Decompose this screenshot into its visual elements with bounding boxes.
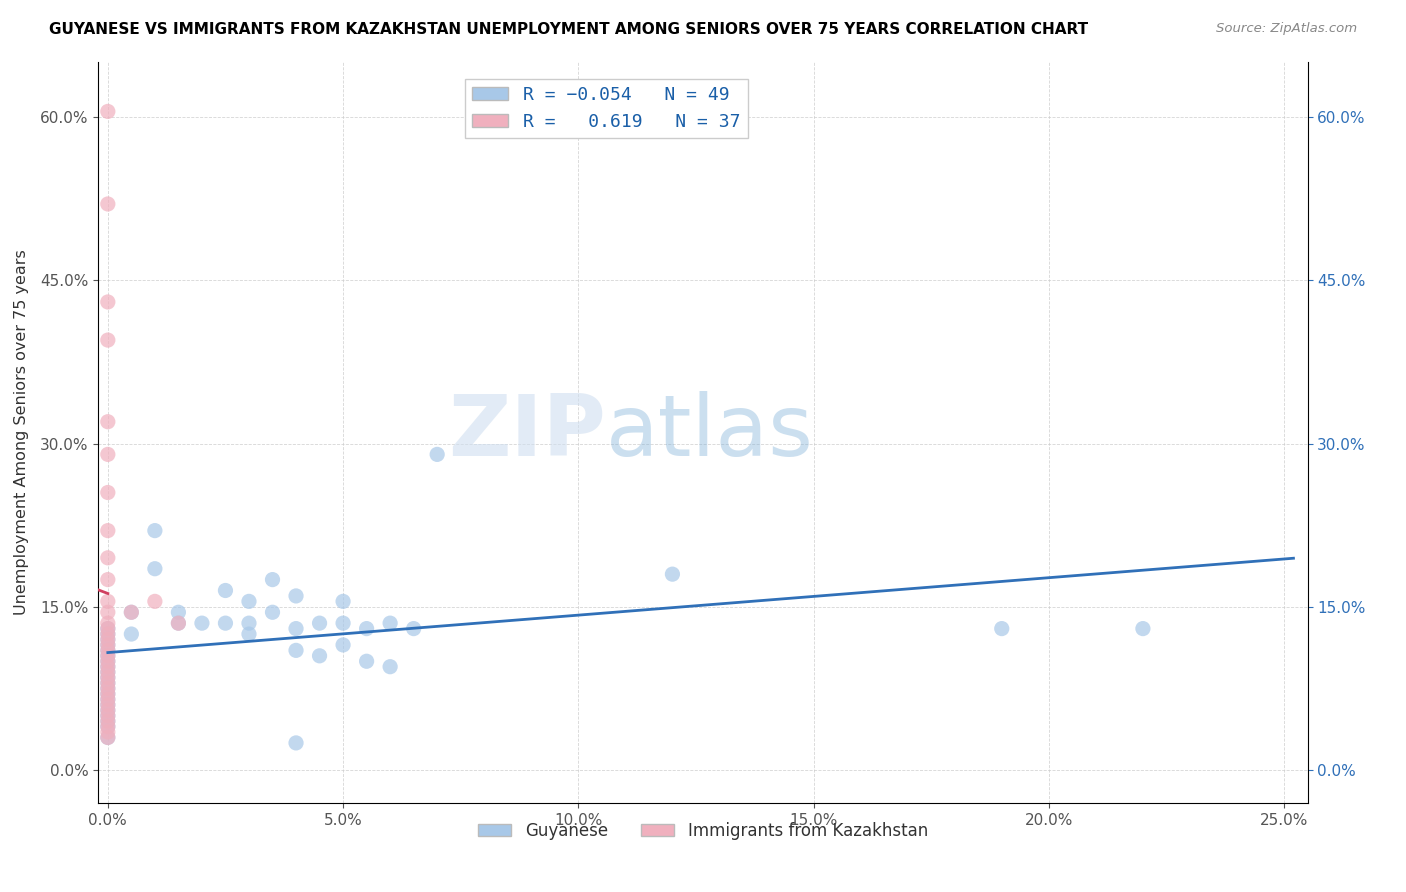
- Point: [167, 616, 190, 631]
- Point: [97, 676, 120, 690]
- Point: [97, 725, 120, 739]
- Point: [97, 681, 120, 696]
- Point: [97, 659, 120, 673]
- Point: [308, 648, 330, 663]
- Point: [262, 605, 284, 619]
- Point: [97, 698, 120, 712]
- Point: [356, 654, 378, 668]
- Text: atlas: atlas: [606, 391, 814, 475]
- Point: [1132, 622, 1154, 636]
- Point: [97, 681, 120, 696]
- Point: [97, 524, 120, 538]
- Point: [143, 524, 166, 538]
- Point: [332, 638, 354, 652]
- Point: [97, 703, 120, 717]
- Point: [285, 643, 308, 657]
- Point: [332, 616, 354, 631]
- Y-axis label: Unemployment Among Seniors over 75 years: Unemployment Among Seniors over 75 years: [14, 250, 30, 615]
- Point: [238, 616, 260, 631]
- Point: [97, 698, 120, 712]
- Point: [120, 627, 142, 641]
- Point: [97, 665, 120, 680]
- Point: [378, 616, 401, 631]
- Point: [97, 720, 120, 734]
- Point: [97, 714, 120, 728]
- Point: [97, 692, 120, 706]
- Point: [97, 687, 120, 701]
- Point: [97, 333, 120, 347]
- Point: [97, 731, 120, 745]
- Point: [97, 638, 120, 652]
- Point: [214, 583, 236, 598]
- Point: [167, 616, 190, 631]
- Point: [262, 573, 284, 587]
- Point: [97, 622, 120, 636]
- Point: [97, 616, 120, 631]
- Point: [97, 654, 120, 668]
- Point: [97, 447, 120, 461]
- Point: [285, 736, 308, 750]
- Point: [97, 594, 120, 608]
- Point: [143, 562, 166, 576]
- Point: [97, 197, 120, 211]
- Point: [97, 703, 120, 717]
- Point: [97, 654, 120, 668]
- Point: [308, 616, 330, 631]
- Point: [97, 622, 120, 636]
- Text: ZIP: ZIP: [449, 391, 606, 475]
- Point: [97, 714, 120, 728]
- Point: [97, 632, 120, 647]
- Point: [238, 594, 260, 608]
- Point: [97, 692, 120, 706]
- Point: [97, 573, 120, 587]
- Point: [214, 616, 236, 631]
- Point: [97, 104, 120, 119]
- Point: [97, 671, 120, 685]
- Point: [426, 447, 449, 461]
- Point: [97, 550, 120, 565]
- Point: [97, 659, 120, 673]
- Point: [120, 605, 142, 619]
- Point: [285, 622, 308, 636]
- Point: [97, 731, 120, 745]
- Point: [97, 687, 120, 701]
- Point: [97, 643, 120, 657]
- Point: [97, 648, 120, 663]
- Point: [97, 720, 120, 734]
- Point: [97, 708, 120, 723]
- Point: [97, 665, 120, 680]
- Legend: Guyanese, Immigrants from Kazakhstan: Guyanese, Immigrants from Kazakhstan: [471, 815, 935, 847]
- Point: [97, 605, 120, 619]
- Point: [97, 295, 120, 310]
- Point: [661, 567, 683, 582]
- Point: [143, 594, 166, 608]
- Point: [97, 415, 120, 429]
- Point: [97, 638, 120, 652]
- Point: [97, 671, 120, 685]
- Point: [97, 627, 120, 641]
- Point: [238, 627, 260, 641]
- Point: [97, 648, 120, 663]
- Point: [97, 632, 120, 647]
- Point: [97, 485, 120, 500]
- Point: [97, 643, 120, 657]
- Text: GUYANESE VS IMMIGRANTS FROM KAZAKHSTAN UNEMPLOYMENT AMONG SENIORS OVER 75 YEARS : GUYANESE VS IMMIGRANTS FROM KAZAKHSTAN U…: [49, 22, 1088, 37]
- Point: [285, 589, 308, 603]
- Point: [120, 605, 142, 619]
- Point: [356, 622, 378, 636]
- Point: [990, 622, 1012, 636]
- Point: [332, 594, 354, 608]
- Point: [378, 659, 401, 673]
- Point: [402, 622, 425, 636]
- Point: [97, 627, 120, 641]
- Point: [97, 708, 120, 723]
- Point: [97, 676, 120, 690]
- Point: [191, 616, 214, 631]
- Text: Source: ZipAtlas.com: Source: ZipAtlas.com: [1216, 22, 1357, 36]
- Point: [167, 605, 190, 619]
